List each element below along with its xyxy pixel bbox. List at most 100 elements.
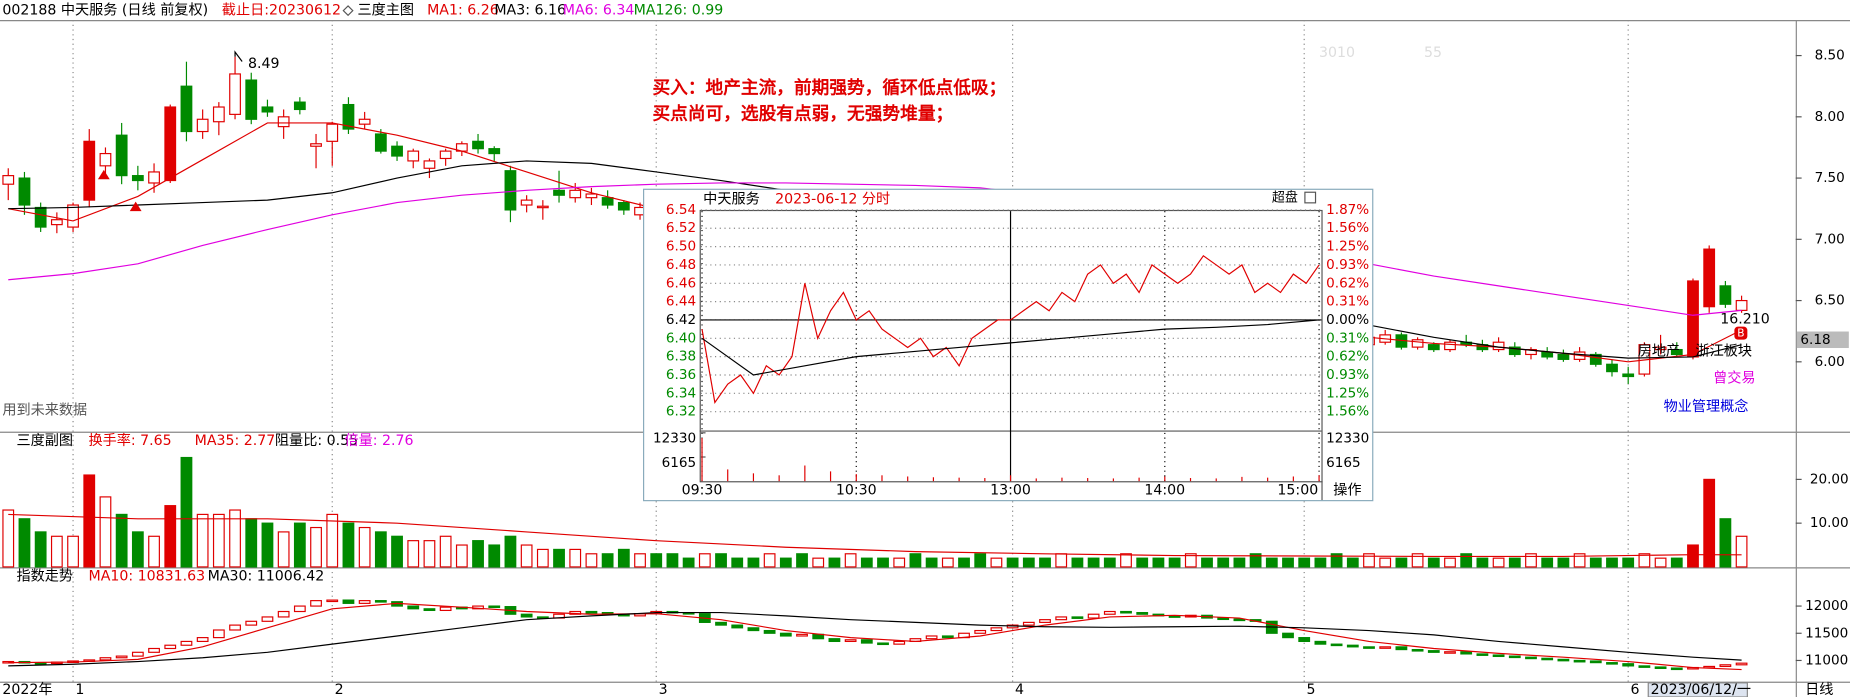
candle-body [1444,341,1456,351]
volume-bar [99,496,112,568]
candle-body [67,204,79,228]
y-tick-label: 6.54 [666,202,696,218]
candle-body [245,79,258,120]
volume-bar [391,535,403,568]
candle-body [196,637,209,643]
candle-body [423,608,436,612]
volume-bar [423,540,436,568]
candle-body [50,219,63,226]
cursor-date: 2023/06/12/一 [1651,682,1751,697]
candle-body [1670,348,1683,356]
candle-body [763,629,776,634]
volume-bar [1168,557,1181,568]
pct-label: 1.56% [1326,404,1369,420]
traded: 曾交易 [1713,370,1755,387]
candle-body [1703,248,1716,308]
x-tick-label: 13:00 [990,483,1031,499]
popup-corner[interactable]: 超盘 [1272,190,1298,206]
y-tick-label: 8.50 [1815,48,1845,64]
note: 买入：地产主流，前期强势，循环低点低吸； [652,76,1006,98]
year-label: 2022年 [2,682,52,697]
pct-label: 0.31% [1326,294,1369,310]
ma-label: MA1: 6.26 [427,3,499,19]
pct-label: 1.87% [1326,202,1369,218]
panel-label: MA10: 10831.63 [88,569,205,585]
candle-body [488,605,501,609]
volume-bar [1152,557,1165,568]
vol-tick-label: 12330 [1326,431,1369,447]
volume-bar [1525,553,1537,568]
volume-bar [374,531,387,568]
volume-bar [844,553,857,568]
pct-label: 0.93% [1326,367,1369,383]
volume-bar [1541,557,1554,568]
volume-bar [1006,557,1019,568]
concept: 物业管理概念 [1664,398,1749,415]
y-tick-label: 6.42 [666,312,696,328]
volume-bar [18,518,31,568]
candle-body [115,655,128,659]
candle-body [1282,632,1294,639]
cursor-date-box [1647,682,1748,697]
y-tick-label: 6.00 [1815,354,1845,370]
candle-body [131,651,144,657]
volume-bar [1201,557,1213,568]
popup-plot-frame [699,209,1323,483]
candle-body [553,189,565,196]
candle-body [779,632,792,637]
y-tick-label: 8.00 [1815,109,1845,125]
panel-label: 换手率: 7.65 [88,432,171,449]
candle-body [277,116,290,128]
pct-label: 1.25% [1326,239,1369,255]
volume-bar [909,553,922,568]
candle-body [99,152,112,167]
candle-body [1622,663,1635,667]
candle-body [326,599,339,603]
candle-body [293,101,306,111]
y-tick-label: 6.34 [666,385,696,401]
volume-bar [650,553,663,568]
candle-body [1476,653,1489,656]
volume-bar [1379,557,1392,568]
panel-label: 阻量比: 0.55 [275,433,358,449]
signal [97,169,110,180]
popup-title: 中天服务 [703,191,760,207]
candle-body [1508,346,1521,356]
y-tick-label: 7.50 [1815,170,1845,186]
volume-bar [682,557,695,568]
volume-bar [796,553,808,568]
volume-bar [1654,557,1667,568]
candle-body [1022,621,1035,626]
vol-tick-label: 12330 [653,431,696,447]
popup-icon[interactable] [1304,191,1317,204]
y-tick-label: 6.44 [666,294,696,310]
candle-body [261,106,274,113]
volume-bar [747,557,760,568]
candle-body [1411,648,1424,652]
candle-body [1217,617,1230,621]
x-tick-label: 2 [335,682,344,697]
y-tick-label: 6.52 [666,220,696,236]
candle-body [1055,616,1068,621]
volume-bar [958,557,970,568]
volume-bar [941,557,954,568]
popup-action[interactable]: 操作 [1333,483,1361,499]
candle-body [585,610,598,614]
x-tick-label: 09:30 [682,483,723,499]
candle-body [877,642,889,646]
volume-bar [1735,535,1748,568]
candle-body [374,133,387,152]
volume-bar [860,557,873,568]
candle-body [423,160,436,169]
volume-bar [326,513,339,568]
faint-label: 55 [1424,45,1442,61]
panel-label: MA35: 2.77 [195,433,276,449]
volume-bar [1136,557,1149,568]
annotations: 买入：地产主流，前期强势，循环低点低吸； 买点尚可，选股有点弱，无强势堆量； 用… [2,45,1833,697]
volume-bar [1055,553,1068,568]
volume-bar [1330,553,1343,568]
pct-label: 0.62% [1326,349,1369,365]
candle-body [585,193,598,199]
candle-body [1460,651,1473,655]
